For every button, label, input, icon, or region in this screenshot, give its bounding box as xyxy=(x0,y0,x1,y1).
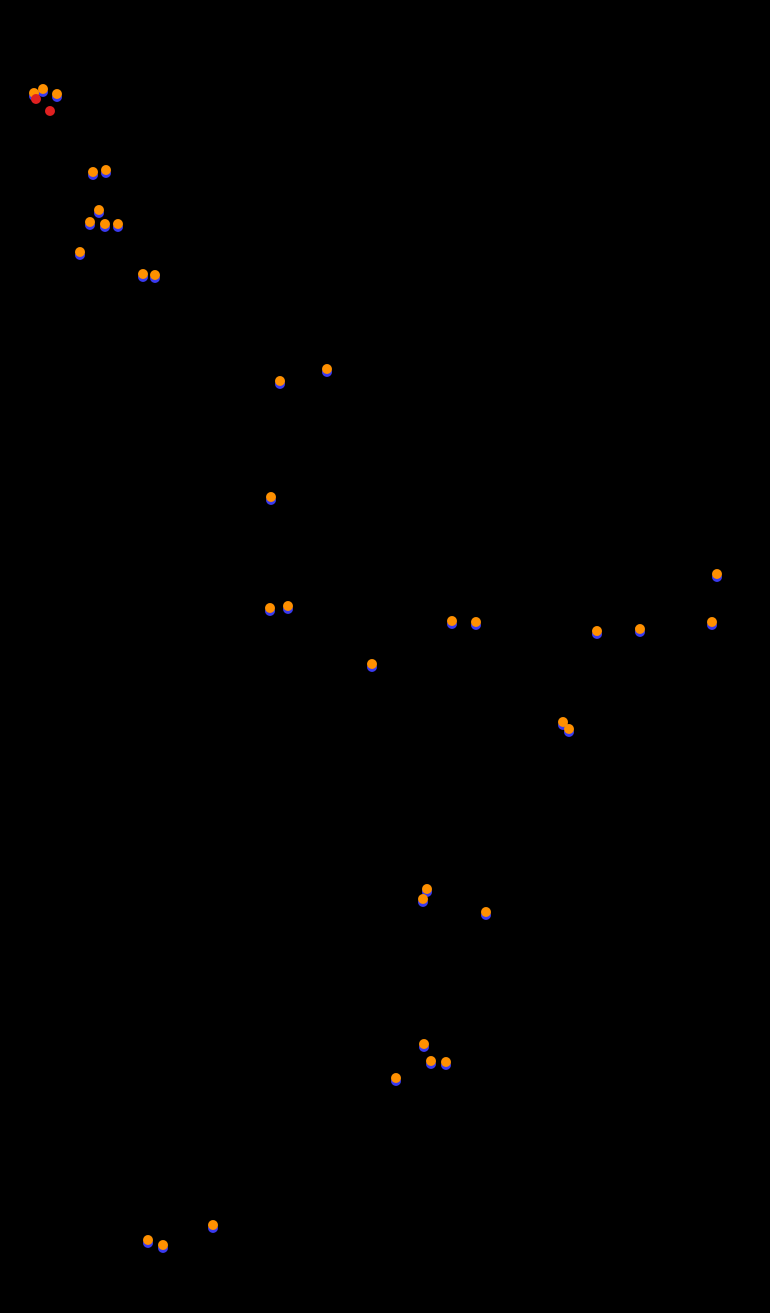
scatter-point xyxy=(322,364,332,374)
scatter-point xyxy=(367,659,377,669)
scatter-point xyxy=(75,247,85,257)
scatter-point xyxy=(85,217,95,227)
scatter-point xyxy=(88,167,98,177)
scatter-point xyxy=(481,907,491,917)
scatter-point xyxy=(635,624,645,634)
scatter-point xyxy=(283,601,293,611)
scatter-point xyxy=(208,1220,218,1230)
scatter-point xyxy=(158,1240,168,1250)
scatter-point xyxy=(447,616,457,626)
scatter-point xyxy=(564,724,574,734)
scatter-point xyxy=(113,219,123,229)
scatter-point xyxy=(94,205,104,215)
scatter-point xyxy=(101,165,111,175)
scatter-point xyxy=(138,269,148,279)
scatter-point xyxy=(266,492,276,502)
scatter-point xyxy=(707,617,717,627)
scatter-point xyxy=(712,569,722,579)
scatter-point xyxy=(31,94,41,104)
scatter-point xyxy=(100,219,110,229)
scatter-point xyxy=(52,89,62,99)
scatter-point xyxy=(592,626,602,636)
scatter-point xyxy=(275,376,285,386)
scatter-point xyxy=(45,106,55,116)
scatter-point xyxy=(422,884,432,894)
scatter-point xyxy=(441,1057,451,1067)
scatter-point xyxy=(143,1235,153,1245)
scatter-plot xyxy=(0,0,770,1313)
scatter-point xyxy=(418,894,428,904)
scatter-point xyxy=(38,84,48,94)
scatter-point xyxy=(426,1056,436,1066)
scatter-point xyxy=(150,270,160,280)
scatter-point xyxy=(419,1039,429,1049)
scatter-point xyxy=(265,603,275,613)
scatter-point xyxy=(471,617,481,627)
scatter-point xyxy=(391,1073,401,1083)
